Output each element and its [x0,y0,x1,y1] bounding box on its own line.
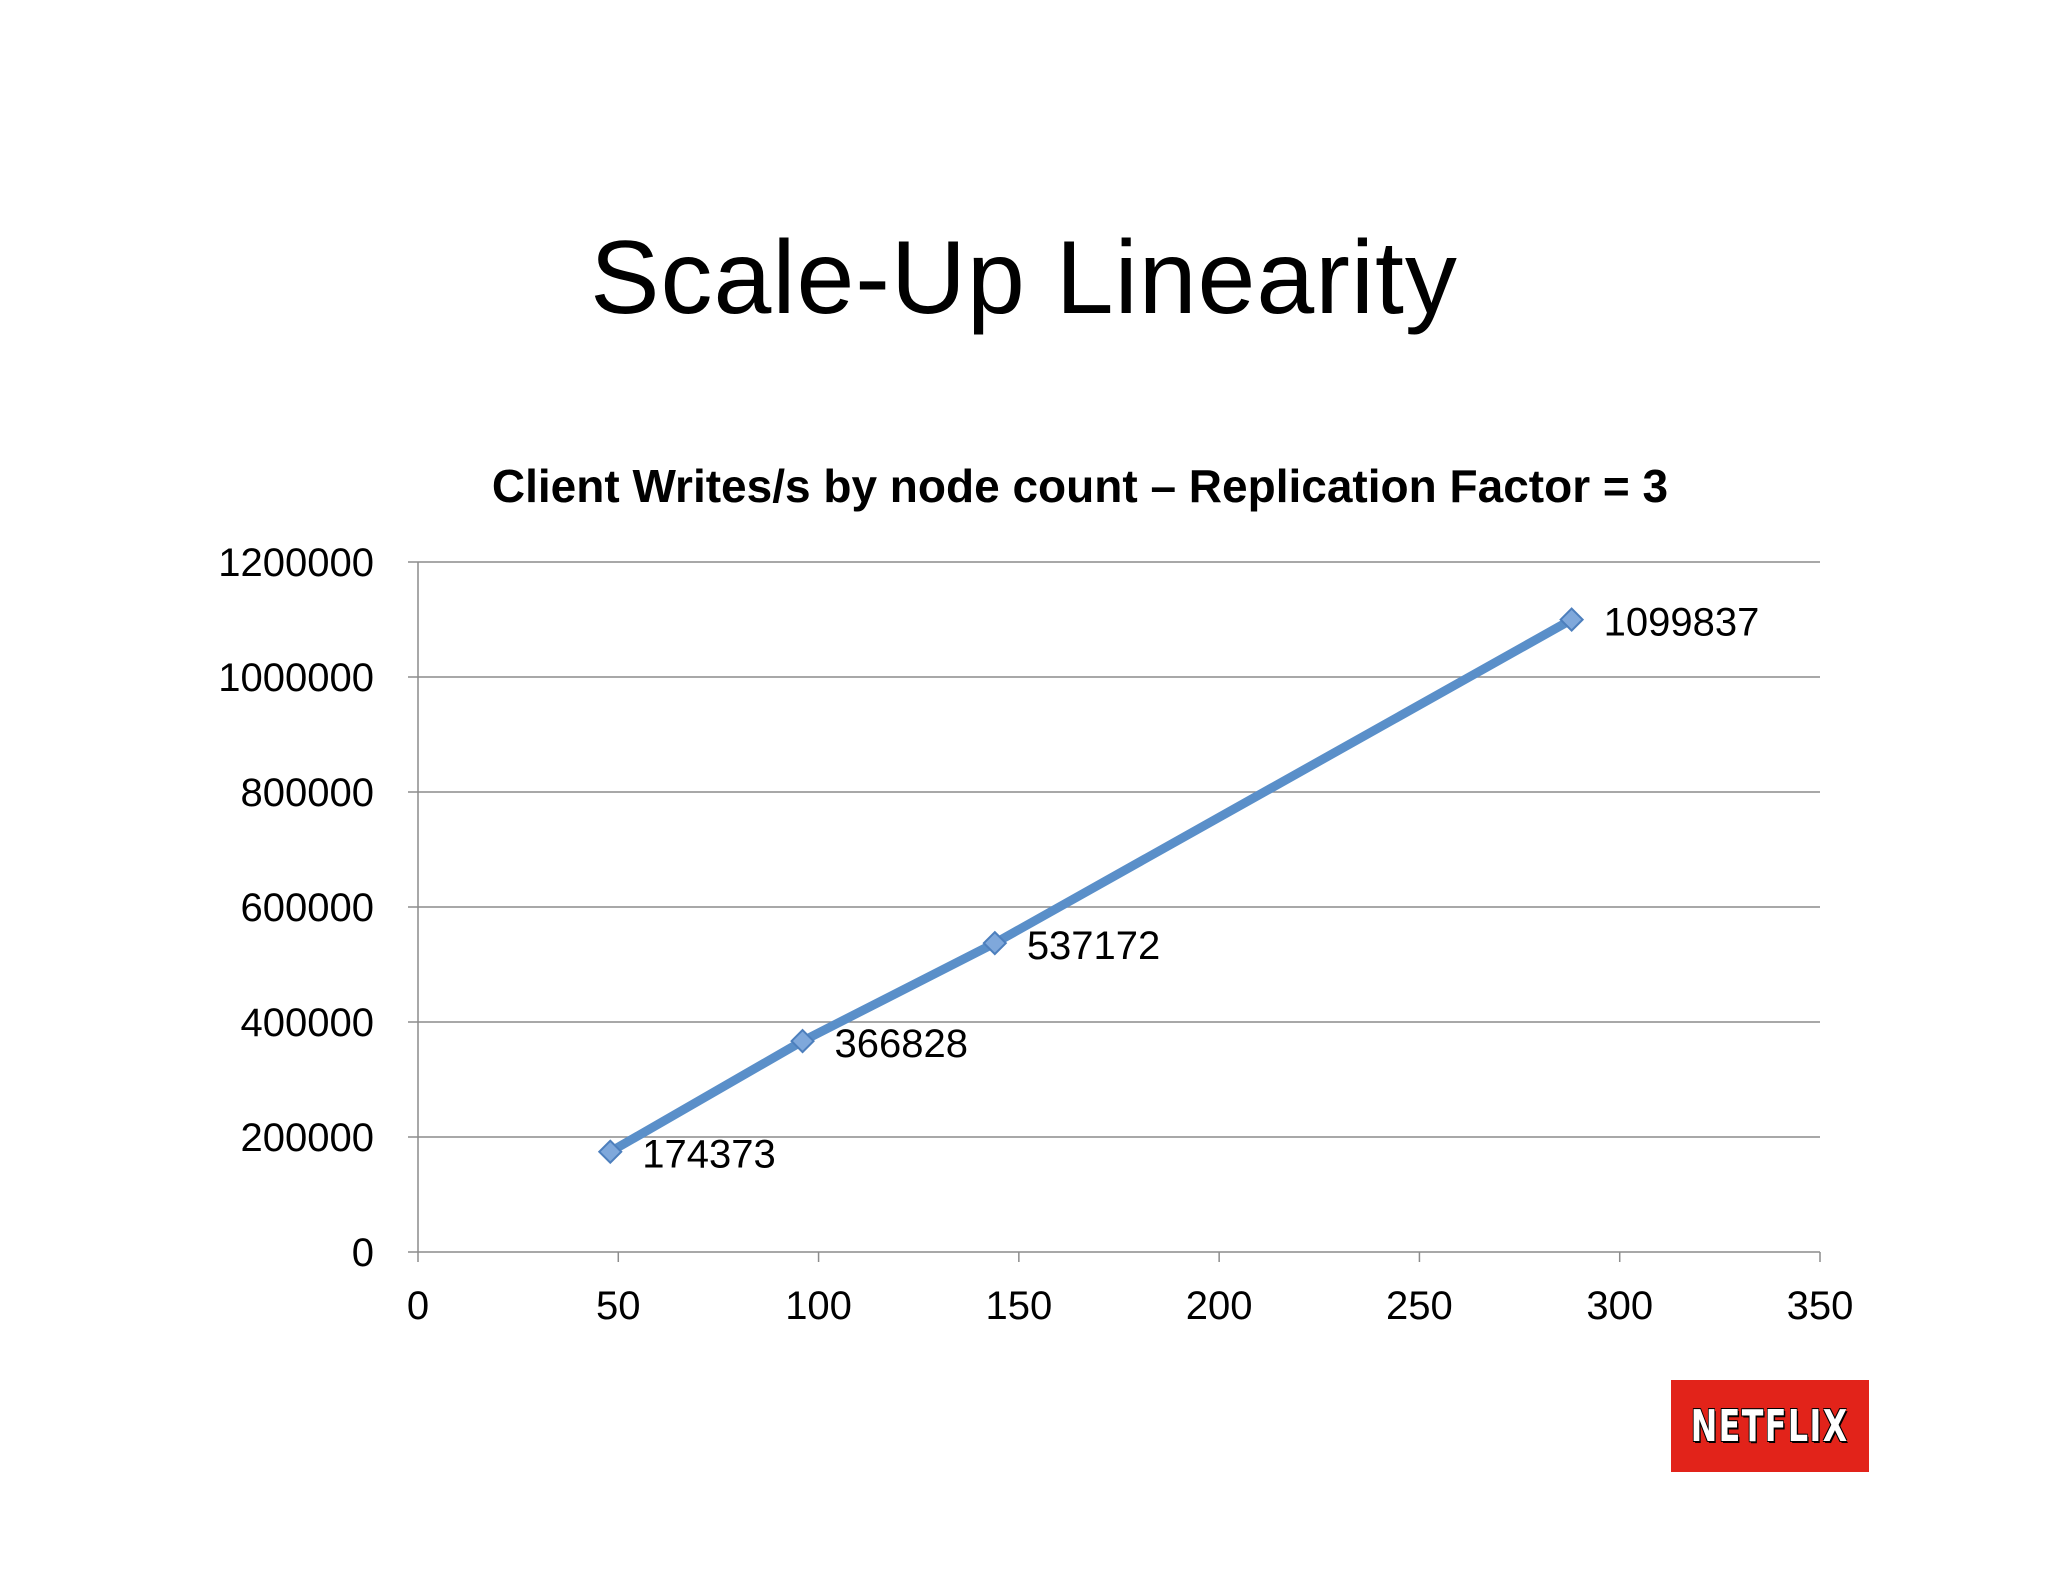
series-line-0 [605,615,1577,1157]
y-tick-label-4: 800000 [241,771,374,815]
slide-title: Scale-Up Linearity [590,220,1458,336]
data-point-0 [597,1139,623,1165]
data-label-0: 174373 [642,1133,775,1177]
data-label-2: 537172 [1027,924,1160,968]
y-tick-label-6: 1200000 [218,541,374,585]
x-tick-label-7: 350 [1787,1284,1854,1328]
gridlines [418,561,1820,1138]
y-tick-label-1: 200000 [241,1116,374,1160]
chart-title: Client Writes/s by node count – Replicat… [492,460,1668,512]
x-tick-label-3: 150 [985,1284,1052,1328]
y-tick-label-3: 600000 [241,886,374,930]
data-labels: 174373 366828 537172 1099837 [642,601,1759,1177]
data-point-3 [1559,607,1585,633]
y-tick-label-5: 1000000 [218,656,374,700]
data-label-3: 1099837 [1604,601,1760,645]
x-tick-label-4: 200 [1186,1284,1253,1328]
x-tick-label-0: 0 [407,1284,429,1328]
axes: 0 200000 400000 600000 800000 1000000 1200000 0… [218,541,1853,1328]
data-point-2 [982,930,1008,956]
x-tick-label-5: 250 [1386,1284,1453,1328]
x-tick-label-1: 50 [596,1284,641,1328]
x-tick-label-6: 300 [1586,1284,1653,1328]
series [597,607,1585,1165]
y-tick-label-0: 0 [352,1231,374,1275]
data-point-1 [790,1028,815,1054]
netflix-logo-text: NETFLIX [1691,1400,1849,1452]
y-tick-label-2: 400000 [241,1001,374,1045]
x-tick-label-2: 100 [785,1284,852,1328]
data-label-1: 366828 [835,1022,968,1066]
netflix-logo: NETFLIX [1671,1380,1869,1472]
